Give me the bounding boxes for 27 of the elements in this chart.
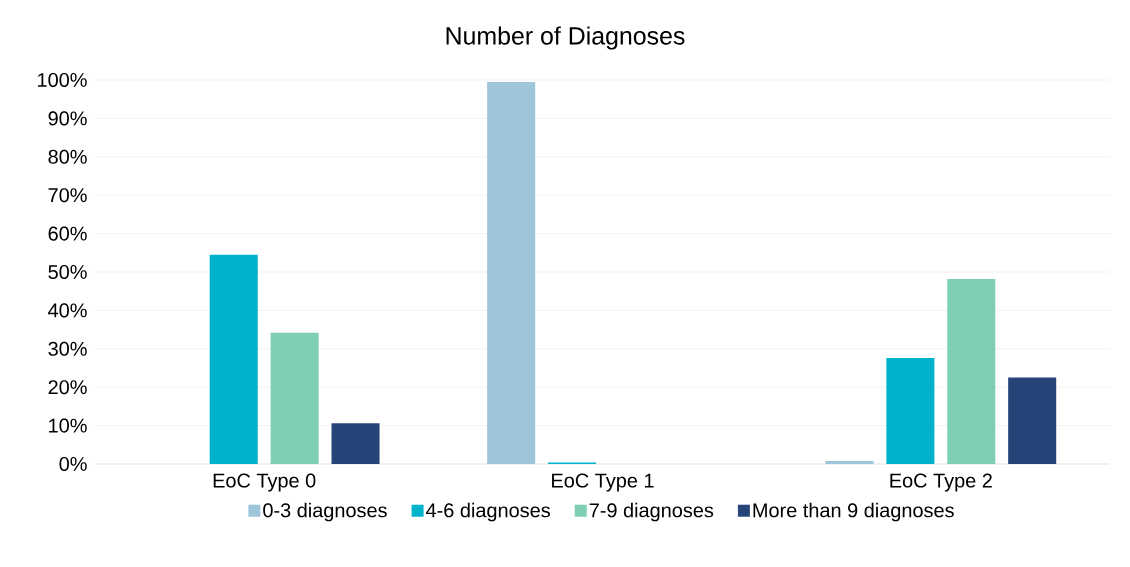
bar — [886, 358, 935, 464]
y-tick-label: 70% — [48, 188, 87, 203]
x-tick-label: EoC Type 0 — [213, 473, 316, 492]
y-tick-label: 100% — [38, 72, 87, 88]
bar — [270, 332, 319, 464]
bar — [331, 423, 380, 464]
bar — [487, 81, 536, 464]
y-tick-label: 30% — [48, 341, 87, 356]
y-tick-label: 50% — [48, 264, 87, 280]
y-tick-label: 80% — [48, 149, 87, 164]
y-tick-label: 40% — [48, 303, 87, 318]
x-tick-label: EoC Type 1 — [552, 473, 654, 492]
bar — [947, 278, 996, 464]
legend-label: 0-3 diagnoses — [263, 502, 387, 522]
legend-label: More than 9 diagnoses — [753, 502, 954, 522]
y-tick-label: 90% — [48, 111, 87, 126]
legend-label: 4-6 diagnoses — [426, 502, 550, 522]
chart-title: Number of Diagnoses — [446, 26, 685, 50]
bar — [209, 254, 258, 464]
y-tick-label: 60% — [48, 226, 87, 241]
legend-label: 7-9 diagnoses — [589, 502, 714, 522]
y-tick-label: 0% — [59, 456, 87, 472]
bar — [1008, 377, 1057, 464]
y-tick-label: 10% — [49, 418, 87, 433]
y-tick-label: 20% — [48, 380, 87, 395]
bar — [825, 460, 874, 464]
x-tick-label: EoC Type 2 — [890, 473, 992, 492]
